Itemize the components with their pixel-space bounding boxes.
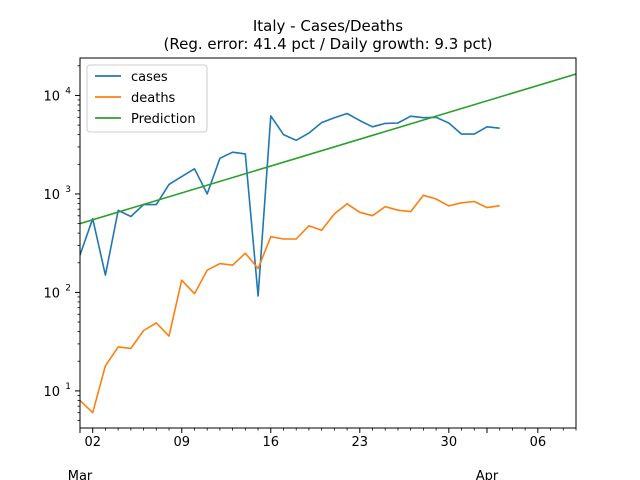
y-tick-label: 10 (43, 286, 60, 301)
x-tick-label: 16 (262, 435, 279, 450)
x-tick-label: 02 (84, 435, 101, 450)
x-tick-label: 23 (352, 435, 369, 450)
legend: cases deaths Prediction (86, 64, 208, 133)
y-tick-base: 10 (43, 385, 60, 400)
y-tick-exponent: 4 (65, 86, 71, 96)
y-tick-exponent: 2 (65, 283, 71, 293)
y-axis: 10 1 10 2 10 3 10 4 (43, 65, 80, 421)
x-tick-label: 30 (441, 435, 458, 450)
y-tick-base: 10 (43, 286, 60, 301)
x-month-label: Apr (476, 469, 499, 480)
y-tick-exponent: 1 (65, 382, 71, 392)
x-axis: 02 09 16 23 30 06 Mar Apr (68, 428, 577, 480)
series-layer (80, 73, 576, 414)
series-line-deaths (80, 194, 500, 414)
y-tick-label: 10 (43, 188, 60, 203)
x-tick-label: 06 (530, 435, 547, 450)
y-tick-exponent: 3 (65, 185, 71, 195)
axes-frame (79, 57, 577, 429)
x-month-label: Mar (68, 469, 93, 480)
legend-label-prediction: Prediction (131, 112, 196, 127)
y-tick-label: 10 (43, 385, 60, 400)
y-tick-base: 10 (43, 188, 60, 203)
chart-title: Italy - Cases/Deaths (253, 17, 403, 35)
y-tick-label: 10 (43, 89, 60, 104)
series-line-prediction (80, 73, 576, 225)
chart-subtitle: (Reg. error: 41.4 pct / Daily growth: 9.… (163, 35, 492, 53)
legend-box (86, 64, 208, 133)
plot-area (79, 57, 577, 429)
legend-label-deaths: deaths (131, 91, 176, 106)
x-tick-label: 09 (173, 435, 190, 450)
legend-label-cases: cases (131, 70, 168, 85)
y-tick-base: 10 (43, 89, 60, 104)
